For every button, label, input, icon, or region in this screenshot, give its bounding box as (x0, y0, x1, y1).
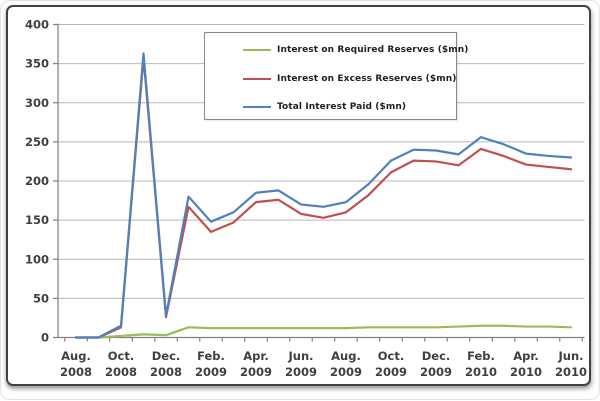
x-tick-label-year: 2008 (150, 365, 182, 379)
x-tick-label-month: Aug. (61, 349, 91, 363)
x-tick-label-month: Aug. (331, 349, 361, 363)
legend-swatch-total-interest-paid (243, 106, 271, 108)
legend-label-total-interest-paid: Total Interest Paid ($mn) (277, 102, 407, 112)
x-tick-label-year: 2008 (105, 365, 137, 379)
x-tick-label-month: Apr. (243, 349, 269, 363)
y-tick-label-300: 300 (25, 96, 49, 110)
x-tick-label-year: 2010 (510, 365, 542, 379)
series-line-total-interest-paid (74, 52, 573, 339)
x-tick-label-year: 2009 (330, 365, 362, 379)
y-tick-label-400: 400 (25, 18, 49, 32)
x-tick-label-year: 2009 (375, 365, 407, 379)
chart-legend: Interest on Required Reserves ($mn) Inte… (204, 32, 468, 120)
x-tick-label-year: 2008 (60, 365, 92, 379)
x-tick-label-month: Feb. (467, 349, 495, 363)
x-tick-label-month: Oct. (378, 349, 404, 363)
x-tick-label-year: 2009 (420, 365, 452, 379)
x-tick-label-year: 2010 (465, 365, 497, 379)
x-tick-label-month: Dec. (422, 349, 451, 363)
x-tick-label-month: Apr. (513, 349, 539, 363)
x-tick-label-year: 2010 (555, 365, 587, 379)
y-tick-label-350: 350 (25, 57, 49, 71)
legend-swatch-excess-reserves (243, 78, 271, 80)
legend-label-excess-reserves: Interest on Excess Reserves ($mn) (277, 74, 457, 84)
legend-item-required-reserves: Interest on Required Reserves ($mn) (243, 44, 468, 56)
x-tick-label-month: Oct. (108, 349, 134, 363)
x-tick-label-month: Dec. (152, 349, 181, 363)
y-tick-label-150: 150 (25, 213, 49, 227)
legend-item-total-interest-paid: Total Interest Paid ($mn) (243, 101, 406, 113)
y-tick-label-200: 200 (25, 174, 49, 188)
x-tick-label-year: 2009 (285, 365, 317, 379)
y-tick-label-50: 50 (33, 291, 49, 305)
series-line-required-reserves (74, 324, 573, 339)
legend-swatch-required-reserves (243, 49, 271, 51)
legend-item-excess-reserves: Interest on Excess Reserves ($mn) (243, 73, 456, 85)
legend-label-required-reserves: Interest on Required Reserves ($mn) (277, 45, 469, 55)
x-tick-label-month: Jun. (557, 349, 583, 363)
x-tick-label-year: 2009 (240, 365, 272, 379)
x-tick-label-year: 2009 (195, 365, 227, 379)
x-tick-label-month: Jun. (287, 349, 313, 363)
y-tick-label-250: 250 (25, 135, 49, 149)
y-tick-label-0: 0 (41, 331, 49, 345)
y-tick-label-100: 100 (25, 252, 49, 266)
x-tick-label-month: Feb. (197, 349, 225, 363)
